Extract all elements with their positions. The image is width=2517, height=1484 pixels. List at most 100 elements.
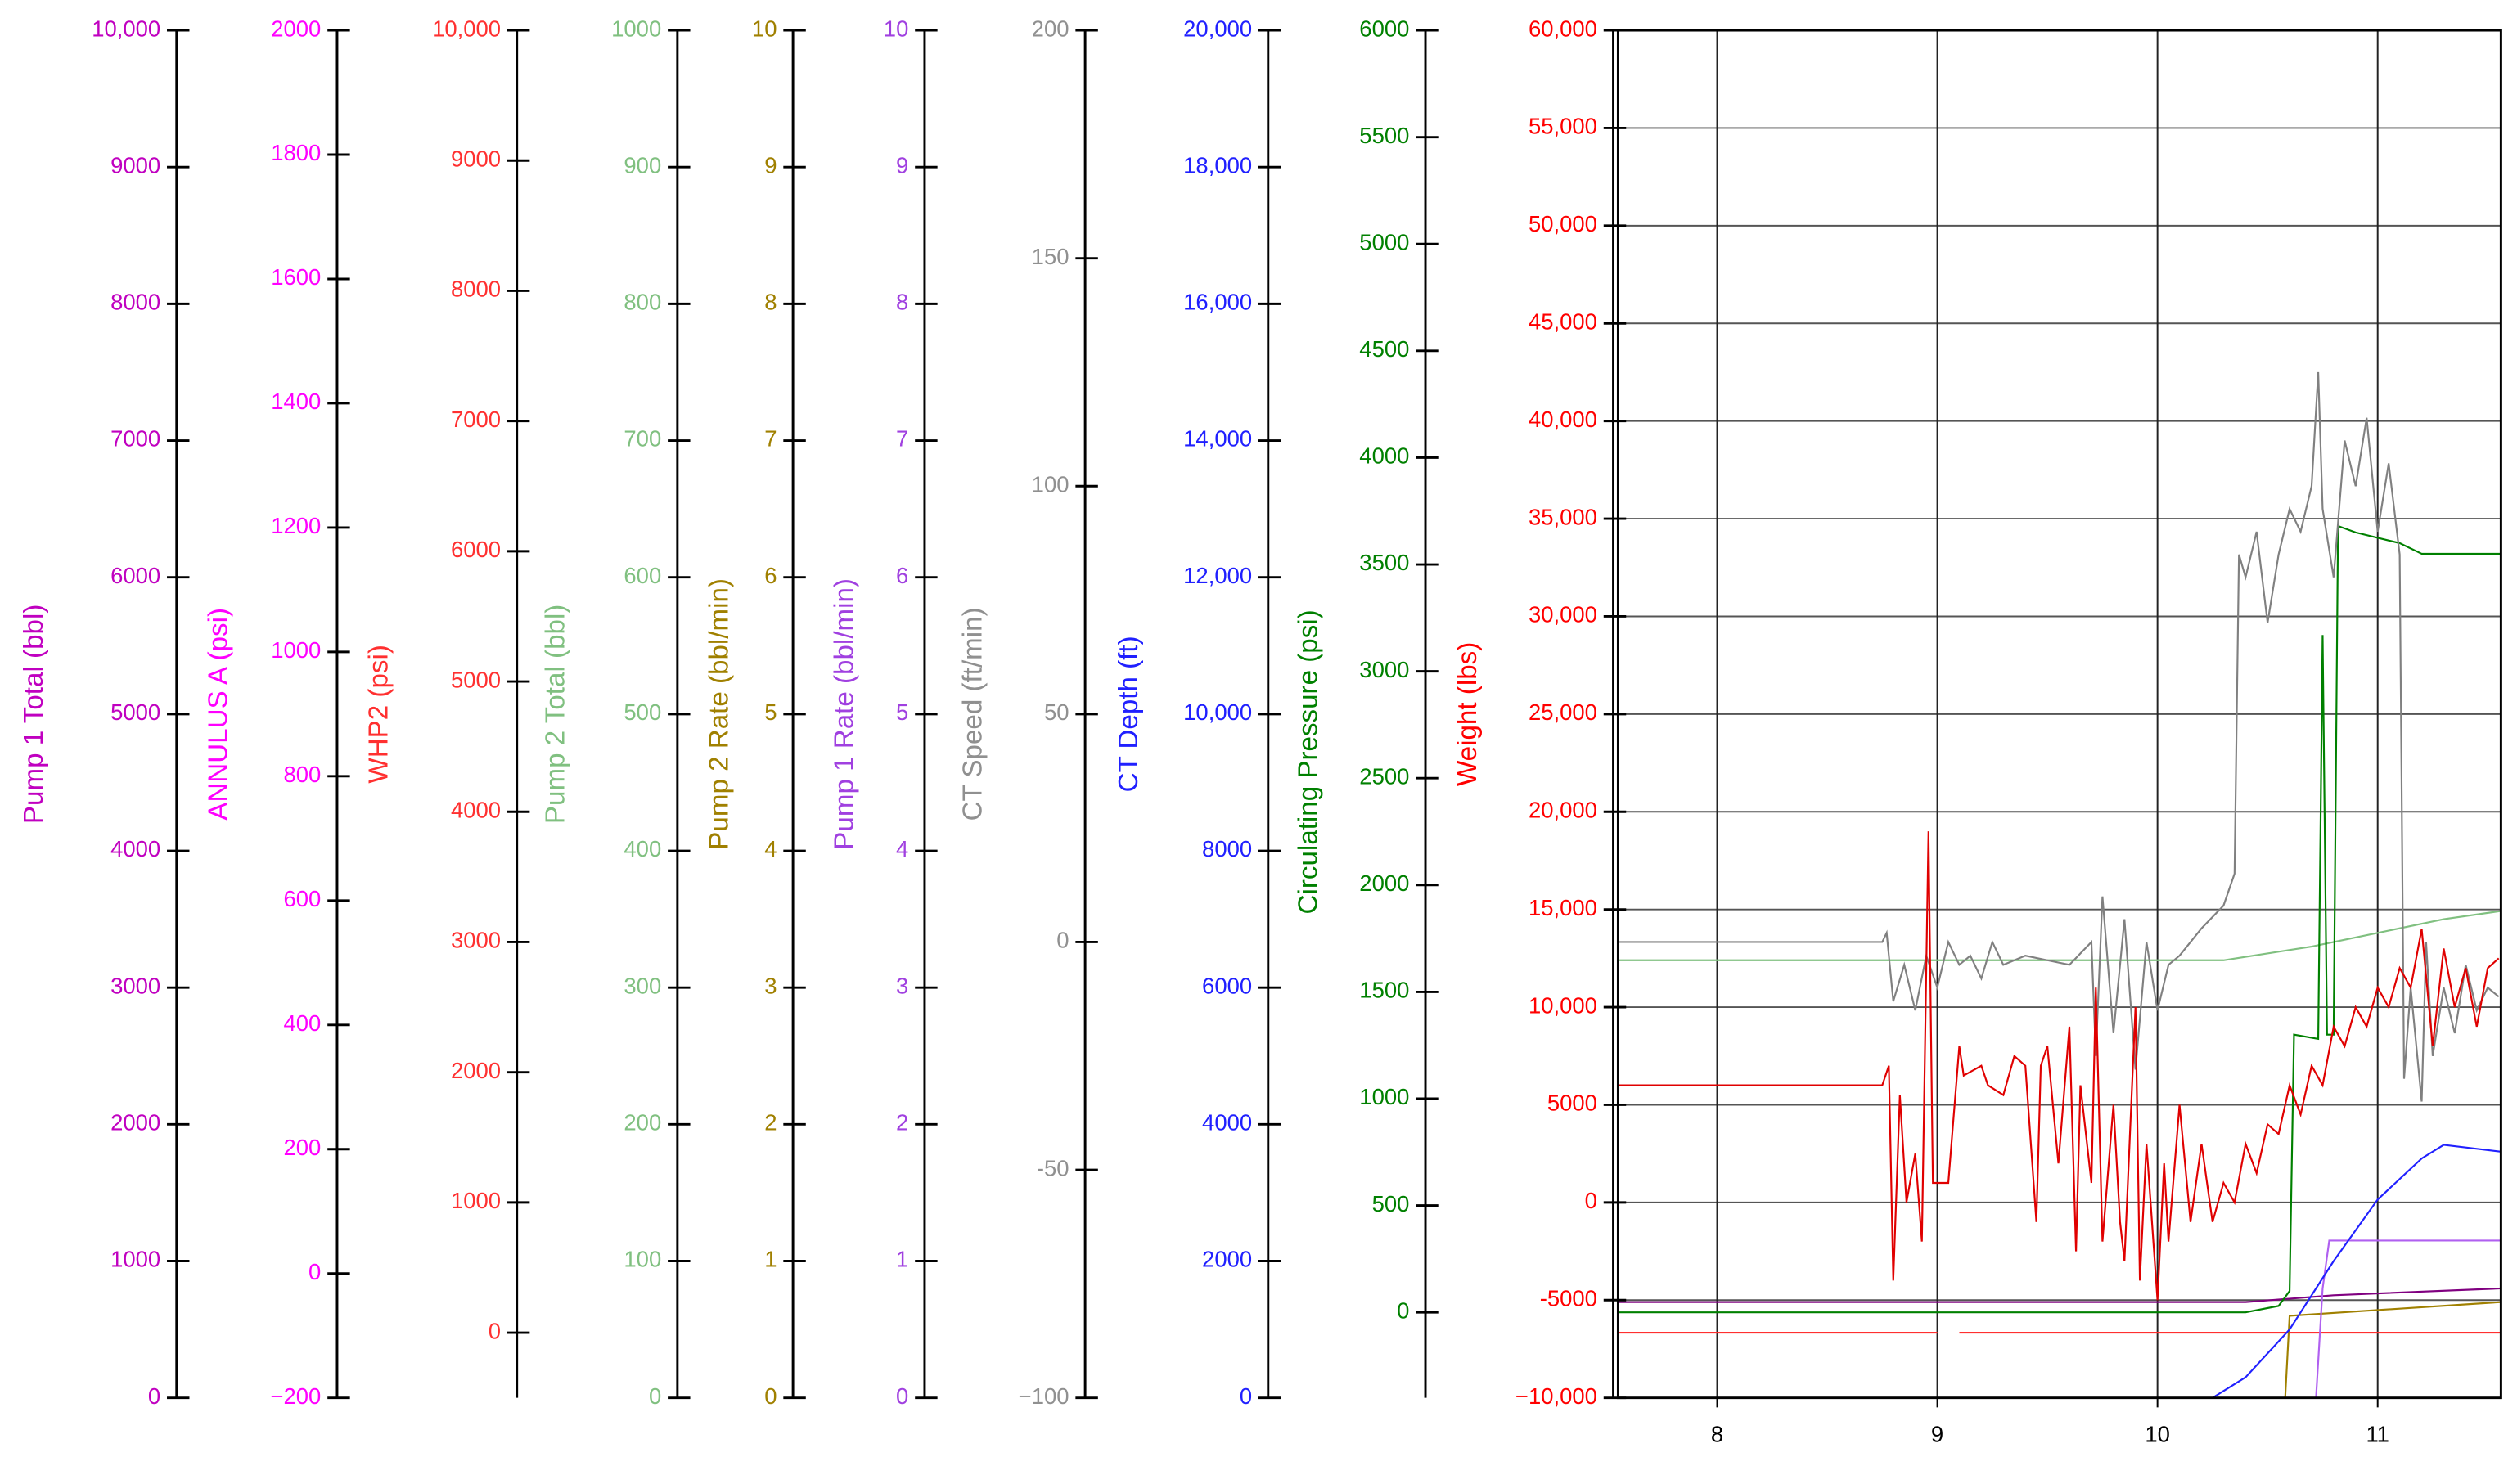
y-tick-label: 4000: [110, 836, 160, 861]
y-tick-label: 3500: [1359, 550, 1409, 575]
axis-title: CT Depth (ft): [1114, 636, 1144, 792]
y-tick-label: 4000: [451, 798, 501, 823]
x-tick-label: 10: [2145, 1422, 2170, 1447]
y-tick-label: 60,000: [1529, 16, 1597, 41]
series-line: [1618, 1287, 2501, 1303]
axis-title: Pump 1 Total (bbl): [19, 605, 49, 824]
y-tick-label: 0: [1240, 1383, 1252, 1409]
y-tick-label: 5000: [1359, 230, 1409, 255]
y-tick-label: 0: [896, 1383, 908, 1409]
y-tick-label: 200: [624, 1110, 661, 1135]
plot-border: [1616, 29, 2502, 1400]
y-tick-label: 150: [1032, 244, 1069, 269]
y-tick-label: 9000: [451, 146, 501, 172]
y-tick-label: 7: [764, 426, 777, 452]
y-tick-label: 3: [764, 973, 777, 998]
y-tick-label: 2: [896, 1110, 908, 1135]
y-tick-label: 16,000: [1183, 290, 1252, 315]
y-tick-label: 6: [896, 563, 908, 588]
y-tick-label: 10,000: [432, 16, 501, 41]
y-tick-label: 50: [1044, 699, 1069, 725]
y-tick-label: 1500: [1359, 978, 1409, 1003]
y-tick-label: 900: [624, 153, 661, 178]
y-tick-label: 50,000: [1529, 211, 1597, 236]
y-tick-label: 200: [284, 1135, 322, 1160]
y-tick-label: 1600: [271, 264, 321, 290]
y-tick-label: 5000: [451, 667, 501, 692]
y-tick-label: 0: [764, 1383, 777, 1409]
y-tick-label: −100: [1019, 1383, 1069, 1409]
axis-title: WHP2 (psi): [364, 645, 394, 783]
y-tick-label: 30,000: [1529, 602, 1597, 627]
y-tick-label: 6000: [451, 537, 501, 562]
series-line: [1618, 1239, 2501, 1398]
y-tick-label: 2000: [1202, 1247, 1252, 1272]
y-tick-label: 200: [1032, 16, 1069, 41]
x-tick-label: 11: [2366, 1422, 2389, 1447]
y-tick-label: 1000: [611, 16, 661, 41]
y-tick-label: 1200: [271, 513, 321, 538]
axis-title: Pump 2 Total (bbl): [540, 605, 570, 824]
y-tick-label: 1000: [110, 1247, 160, 1272]
y-tick-label: 14,000: [1183, 426, 1252, 452]
y-tick-label: 0: [649, 1383, 661, 1409]
y-tick-label: 0: [1397, 1297, 1409, 1323]
y-tick-label: 15,000: [1529, 895, 1597, 920]
y-tick-label: 3: [896, 973, 908, 998]
y-tick-label: 2000: [271, 16, 321, 41]
y-tick-label: 55,000: [1529, 114, 1597, 139]
y-tick-label: 3000: [110, 973, 160, 998]
y-tick-label: 45,000: [1529, 309, 1597, 335]
y-tick-label: 7000: [110, 426, 160, 452]
y-tick-label: 1000: [271, 637, 321, 663]
y-tick-label: 40,000: [1529, 407, 1597, 432]
y-tick-label: 4: [764, 836, 777, 861]
series-line: [1618, 524, 2501, 1314]
y-tick-label: 2000: [451, 1058, 501, 1083]
y-tick-label: −200: [270, 1383, 321, 1409]
y-tick-label: 800: [284, 762, 322, 787]
y-tick-label: 4000: [1202, 1110, 1252, 1135]
y-tick-label: 12,000: [1183, 563, 1252, 588]
y-tick-label: 5000: [110, 699, 160, 725]
y-tick-label: 6000: [1202, 973, 1252, 998]
y-tick-label: 8000: [451, 277, 501, 302]
y-tick-label: 6000: [1359, 16, 1409, 41]
axis-title: Pump 1 Rate (bbl/min): [830, 578, 860, 850]
y-tick-label: 5500: [1359, 123, 1409, 148]
y-tick-label: 20,000: [1529, 798, 1597, 823]
y-tick-label: 0: [489, 1318, 501, 1343]
plot-area: [1618, 30, 2501, 1398]
y-tick-label: 35,000: [1529, 504, 1597, 529]
y-tick-label: 6: [764, 563, 777, 588]
y-tick-label: 10: [884, 16, 909, 41]
y-tick-label: 7000: [451, 407, 501, 432]
axis-title: CT Speed (ft/min): [957, 607, 988, 821]
axis-title: Weight (lbs): [1452, 642, 1483, 786]
y-tick-label: 6000: [110, 563, 160, 588]
y-tick-label: 100: [624, 1247, 661, 1272]
y-tick-label: 18,000: [1183, 153, 1252, 178]
y-tick-label: 1000: [451, 1188, 501, 1213]
y-tick-label: 4: [896, 836, 908, 861]
y-tick-label: 20,000: [1183, 16, 1252, 41]
y-tick-label: 0: [1056, 928, 1069, 953]
y-tick-label: 25,000: [1529, 699, 1597, 725]
y-tick-label: 8000: [110, 290, 160, 315]
y-tick-label: 9: [896, 153, 908, 178]
y-tick-label: 5: [896, 699, 908, 725]
y-tick-label: 500: [1372, 1191, 1410, 1216]
y-tick-label: 1000: [1359, 1084, 1409, 1109]
y-tick-label: 1: [764, 1247, 777, 1272]
series-line: [1618, 1144, 2501, 1398]
y-tick-label: 1800: [271, 140, 321, 165]
y-tick-label: 9000: [110, 153, 160, 178]
y-tick-label: 4500: [1359, 336, 1409, 362]
y-tick-label: −10,000: [1515, 1383, 1597, 1409]
y-tick-label: 600: [624, 563, 661, 588]
y-tick-label: 10: [752, 16, 777, 41]
y-tick-label: 9: [764, 153, 777, 178]
